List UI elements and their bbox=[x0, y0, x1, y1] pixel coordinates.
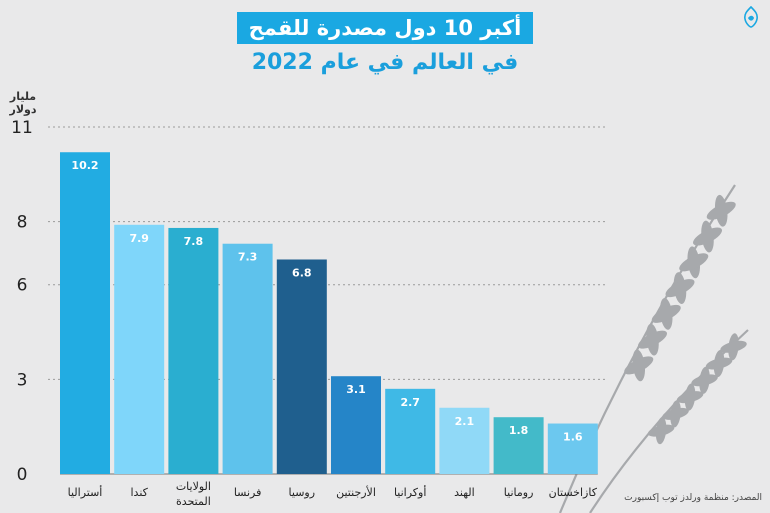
chart-title: أكبر 10 دول مصدرة للقمح في العالم في عام… bbox=[0, 12, 770, 76]
x-tick-label: الهند bbox=[454, 486, 475, 499]
bar bbox=[331, 376, 381, 474]
bar-value-label: 10.2 bbox=[71, 159, 98, 172]
bar bbox=[493, 417, 544, 474]
wheat-grain bbox=[676, 391, 704, 404]
bar-value-label: 1.8 bbox=[509, 424, 529, 437]
bar bbox=[222, 243, 273, 474]
y-tick-label: 0 bbox=[17, 465, 28, 485]
x-tick-label: كندا bbox=[131, 486, 149, 499]
bar bbox=[547, 423, 598, 474]
bar-value-label: 7.8 bbox=[184, 235, 204, 248]
y-tick-label: 8 bbox=[17, 213, 28, 233]
wheat-grain bbox=[692, 227, 723, 246]
y-tick-label: 11 bbox=[11, 118, 33, 138]
x-tick-label: رومانيا bbox=[504, 486, 534, 499]
wheat-grain bbox=[720, 340, 747, 353]
wheat-grain bbox=[651, 304, 681, 323]
wheat-grain bbox=[665, 279, 695, 298]
wheat-grain bbox=[624, 356, 654, 375]
bar bbox=[60, 152, 110, 474]
y-tick-label: 6 bbox=[17, 276, 28, 296]
x-tick-label: فرنسا bbox=[234, 486, 262, 499]
wheat-stalk bbox=[589, 329, 749, 513]
bar bbox=[168, 227, 219, 474]
x-tick-label: المتحدة bbox=[176, 495, 211, 508]
chart-bars: 10.2 7.9 7.8 7.3 6.8 3.1 2.7 2.1 1.8 1.6 bbox=[60, 152, 598, 474]
y-axis-ticks: 0 3 6 8 11 bbox=[11, 118, 33, 485]
chart-title-line1: أكبر 10 دول مصدرة للقمح bbox=[236, 12, 534, 44]
bar bbox=[276, 259, 327, 474]
x-tick-label: روسيا bbox=[289, 486, 316, 499]
bar-value-label: 6.8 bbox=[292, 266, 312, 279]
bar-value-label: 3.1 bbox=[346, 383, 366, 396]
bar bbox=[439, 407, 490, 474]
wheat-grain bbox=[679, 253, 709, 272]
bar bbox=[385, 388, 436, 474]
y-tick-label: 3 bbox=[17, 370, 28, 390]
bar-value-label: 7.3 bbox=[238, 251, 258, 264]
wheat-grain bbox=[637, 330, 668, 349]
wheat-illustration bbox=[558, 184, 749, 513]
bar-value-label: 7.9 bbox=[129, 232, 149, 245]
x-tick-label: أوكرانيا bbox=[394, 485, 426, 499]
source-note: المصدر: منظمة ورلدز توب إكسبورت bbox=[624, 493, 762, 503]
x-tick-label: الولايات bbox=[176, 480, 211, 493]
wheat-grain bbox=[691, 374, 718, 387]
y-axis-unit-label: مليار دولار bbox=[9, 90, 37, 116]
wheat-grain bbox=[705, 357, 733, 370]
x-tick-label: الأرجنتين bbox=[336, 485, 376, 499]
bar-value-label: 1.6 bbox=[563, 431, 583, 444]
bar-value-label: 2.7 bbox=[400, 396, 420, 409]
x-tick-label: أستراليا bbox=[68, 485, 103, 499]
x-axis-labels: أستراليا كندا الولايات المتحدة فرنسا روسيا الأ… bbox=[68, 480, 598, 508]
bar bbox=[114, 224, 165, 474]
chart-title-line2: في العالم في عام 2022 bbox=[251, 50, 519, 75]
wheat-grain bbox=[662, 407, 689, 420]
al-jazeera-logo-icon bbox=[744, 6, 758, 28]
wheat-grain bbox=[706, 201, 736, 220]
wheat-grain bbox=[647, 424, 675, 437]
bar-value-label: 2.1 bbox=[455, 415, 475, 428]
x-tick-label: كازاخستان bbox=[549, 486, 598, 499]
